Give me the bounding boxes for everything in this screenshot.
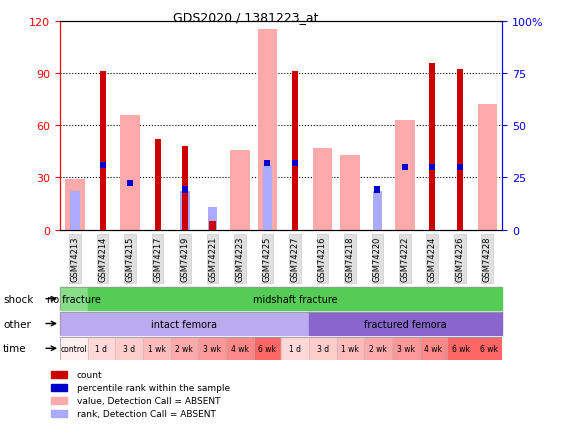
Text: percentile rank within the sample: percentile rank within the sample <box>77 383 230 392</box>
Text: 1 wk: 1 wk <box>341 344 359 353</box>
Text: 4 wk: 4 wk <box>424 344 443 353</box>
Text: midshaft fracture: midshaft fracture <box>253 294 337 304</box>
Bar <box>51 397 67 404</box>
Bar <box>263 166 272 230</box>
Bar <box>208 207 218 230</box>
Text: 1 d: 1 d <box>289 344 301 353</box>
Bar <box>447 337 475 360</box>
Bar <box>51 410 67 417</box>
Text: control: control <box>61 344 87 353</box>
Text: 6 wk: 6 wk <box>452 344 470 353</box>
Bar <box>60 288 87 310</box>
Text: GDS2020 / 1381223_at: GDS2020 / 1381223_at <box>173 11 318 24</box>
Bar <box>429 63 436 230</box>
Bar <box>478 105 497 230</box>
Bar <box>373 192 382 230</box>
Text: 1 d: 1 d <box>95 344 107 353</box>
Bar <box>66 180 85 230</box>
Text: value, Detection Call = ABSENT: value, Detection Call = ABSENT <box>77 396 220 405</box>
Bar <box>182 187 188 193</box>
Bar <box>292 72 298 230</box>
Bar <box>420 337 447 360</box>
Bar <box>429 164 436 171</box>
Bar <box>60 337 87 360</box>
Bar <box>120 115 140 230</box>
Bar <box>392 337 420 360</box>
Bar <box>99 163 106 169</box>
Text: no fracture: no fracture <box>47 294 100 304</box>
Bar <box>60 312 309 335</box>
Text: 2 wk: 2 wk <box>369 344 387 353</box>
Text: 6 wk: 6 wk <box>259 344 276 353</box>
Bar <box>115 337 143 360</box>
Text: 1 wk: 1 wk <box>148 344 166 353</box>
Bar <box>254 337 281 360</box>
Bar <box>457 70 463 230</box>
Bar <box>155 140 160 230</box>
Text: shock: shock <box>3 294 33 304</box>
Bar <box>340 155 360 230</box>
Bar <box>70 192 80 230</box>
Text: fractured femora: fractured femora <box>364 319 447 329</box>
Text: 3 wk: 3 wk <box>203 344 221 353</box>
Bar <box>336 337 364 360</box>
Bar <box>99 72 106 230</box>
Bar <box>226 337 254 360</box>
Text: other: other <box>3 319 31 329</box>
Bar <box>364 337 392 360</box>
Bar <box>258 30 277 230</box>
Text: rank, Detection Call = ABSENT: rank, Detection Call = ABSENT <box>77 409 216 418</box>
Bar <box>180 192 190 230</box>
Bar <box>182 147 188 230</box>
Bar <box>51 372 67 378</box>
Bar <box>309 312 502 335</box>
Text: 3 d: 3 d <box>123 344 135 353</box>
Bar <box>264 161 271 167</box>
Bar <box>282 337 309 360</box>
Bar <box>127 180 133 186</box>
Bar <box>292 161 298 167</box>
Bar <box>143 337 171 360</box>
Bar <box>375 187 380 193</box>
Text: count: count <box>77 371 102 379</box>
Text: 4 wk: 4 wk <box>231 344 249 353</box>
Bar <box>395 121 415 230</box>
Text: 2 wk: 2 wk <box>175 344 194 353</box>
Bar <box>309 337 336 360</box>
Bar <box>402 164 408 171</box>
Bar <box>313 148 332 230</box>
Text: 6 wk: 6 wk <box>480 344 498 353</box>
Bar <box>475 337 502 360</box>
Bar <box>51 385 67 391</box>
Text: time: time <box>3 344 27 353</box>
Bar <box>457 164 463 171</box>
Text: 3 d: 3 d <box>317 344 329 353</box>
Bar <box>230 150 250 230</box>
Bar <box>87 337 115 360</box>
Bar <box>210 221 215 230</box>
Bar <box>198 337 226 360</box>
Bar <box>171 337 198 360</box>
Text: intact femora: intact femora <box>151 319 218 329</box>
Text: 3 wk: 3 wk <box>397 344 415 353</box>
